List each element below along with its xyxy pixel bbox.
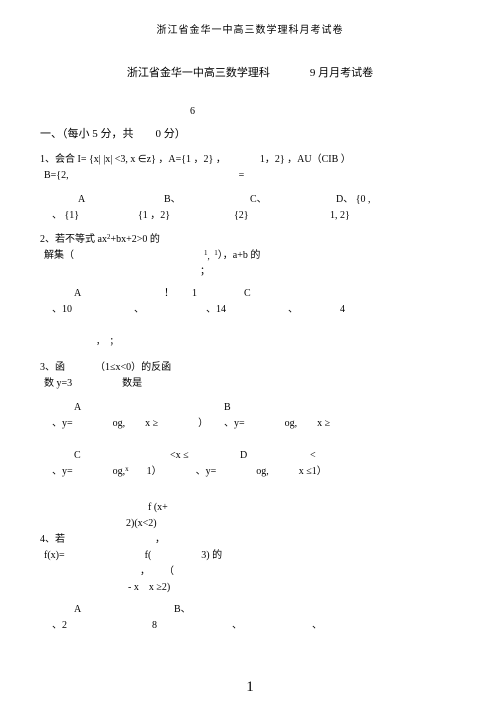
running-header: 浙江省金华一中高三数学理科月考试卷 — [40, 24, 460, 38]
q3-stem2: （1≤x<0）的反函 — [95, 361, 171, 375]
q4-mid1: ， — [140, 565, 150, 579]
title-left: 浙江省金华一中高三数学理科 — [127, 66, 270, 81]
q1-stem3: B={2, — [44, 169, 69, 183]
q2-stem1b: +bx+2>0 的 — [110, 233, 159, 247]
q3-optC: C — [74, 449, 170, 463]
q2-sup2: 1 — [204, 249, 208, 257]
q4-optA: A — [74, 603, 174, 617]
q4-optB: B、 — [174, 603, 191, 617]
q2-optC: C — [244, 287, 251, 301]
q3-d: 、y= og, x ≤1） — [196, 465, 327, 479]
q4-pre1: f (x+ — [148, 501, 168, 515]
q1-c: {2} — [234, 209, 330, 223]
q1-optD: D、 {0 , — [336, 193, 371, 207]
q4-pre2: 2)(x<2) — [126, 517, 157, 531]
q1-d: 1, 2} — [330, 209, 350, 223]
q3-c2: 1） — [147, 465, 162, 479]
q2-a: 、10 — [52, 303, 134, 317]
q2-optA: A — [74, 287, 164, 301]
title-right: 9 月月考试卷 — [310, 66, 373, 81]
q2-stem3: ），a+b 的 — [218, 249, 261, 263]
q2-b: 、 — [134, 303, 206, 317]
question-3: 3、函 （1≤x<0）的反函 数 y=3 数是 A B 、y= og, x ≥ … — [40, 361, 460, 479]
q1-optC: C、 — [250, 193, 336, 207]
q3-supx: x — [125, 465, 129, 479]
q4-a: 、2 — [52, 619, 152, 633]
q4-stem1b: ， — [155, 533, 165, 547]
q4-c: 、 — [232, 619, 312, 633]
q2-stem2: 解集（ — [44, 249, 74, 263]
filler: ， ； — [96, 335, 119, 348]
title-row: 浙江省金华一中高三数学理科 9 月月考试卷 — [40, 66, 460, 81]
q3-a: 、y= og, x ≥ ） — [52, 417, 224, 431]
q1-eq: = — [239, 169, 245, 183]
q3-stem3: 数 y=3 数是 — [44, 377, 142, 391]
q4-d: 、 — [312, 619, 322, 633]
q2-stem1: 2、若不等式 ax — [40, 233, 107, 247]
q4-mid2: （ — [164, 565, 174, 579]
q1-b: {1 ，2} — [138, 209, 234, 223]
question-1: 1、会合 I= {x| |x| <3, x ∈z} ，A={1 ，2} ， 1，… — [40, 153, 460, 223]
q3-Dmid: < — [310, 449, 316, 463]
q1-a: 、 {1} — [52, 209, 138, 223]
q3-Cmid: <x ≤ — [170, 449, 240, 463]
q3-optD: D — [240, 449, 310, 463]
q3-c: 、y= og, — [52, 465, 125, 479]
q4-stem3: f( 3) 的 — [145, 549, 223, 563]
q1-optB: B、 — [164, 193, 250, 207]
sec1-top-num: 6 — [190, 105, 195, 119]
q3-b: 、y= og, x ≥ — [224, 417, 330, 431]
q2-sup2s: 1, 1 — [204, 249, 218, 263]
q2-mid: ； — [200, 265, 210, 279]
q4-mid3: - x x ≥2) — [128, 581, 170, 595]
q1-optA: A — [78, 193, 164, 207]
sec1-line: 一、（每小 5 分，共 0 分） — [40, 127, 460, 142]
q2-c: 、14 — [206, 303, 288, 317]
q3-optB: B — [224, 401, 231, 415]
q4-b: 8 — [152, 619, 232, 633]
q2-d2: 4 — [340, 303, 345, 317]
question-4: f (x+ 2)(x<2) 4、若 ， f(x)= f( 3) 的 ， （ - x… — [40, 501, 460, 633]
page-number: 1 — [0, 677, 500, 698]
q1-stem2: 1，2} ，AU（CIB ） — [260, 153, 351, 167]
q3-stem1: 3、函 — [40, 361, 65, 375]
q4-stem1: 4、若 — [40, 533, 65, 547]
page: 浙江省金华一中高三数学理科月考试卷 浙江省金华一中高三数学理科 9 月月考试卷 … — [0, 0, 500, 633]
section-1-header: 6 一、（每小 5 分，共 0 分） — [40, 105, 460, 142]
q2-d: 、 — [288, 303, 340, 317]
q4-stem2: f(x)= — [44, 549, 65, 563]
question-2: 2、若不等式 ax2+bx+2>0 的 解集（ 1, 1 ），a+b 的 ； A… — [40, 233, 460, 317]
q1-stem1: 1、会合 I= {x| |x| <3, x ∈z} ，A={1 ，2} ， — [40, 153, 226, 167]
q2-optB2: 1 — [192, 287, 244, 301]
q2-optB1: ！ — [164, 287, 192, 301]
q3-optA: A — [74, 401, 224, 415]
